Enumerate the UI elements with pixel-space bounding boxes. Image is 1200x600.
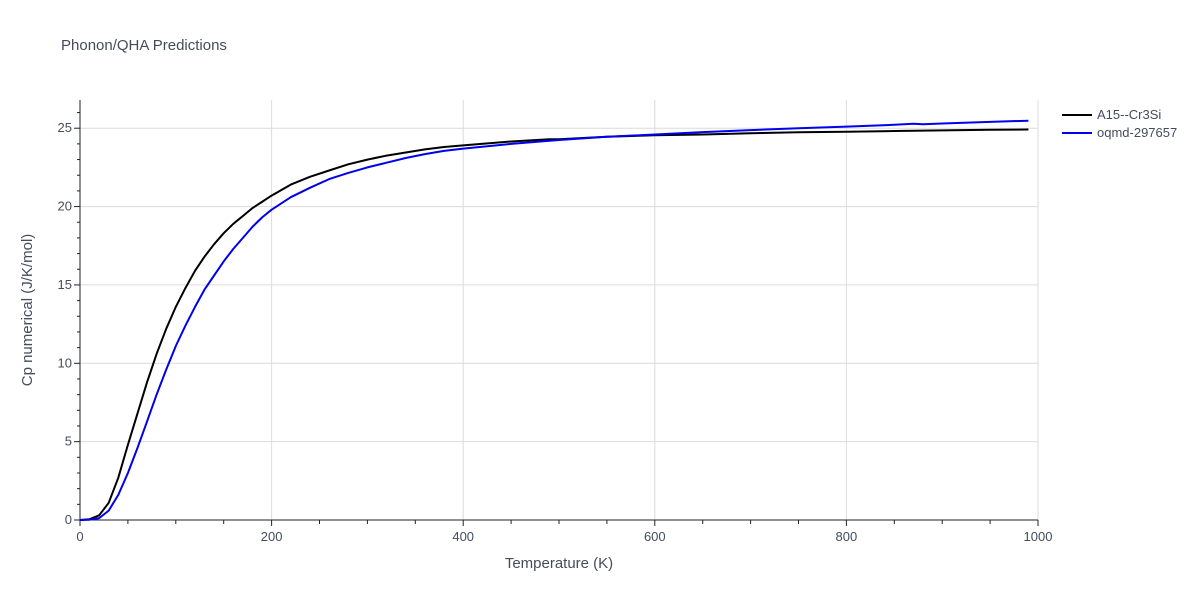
x-axis-title: Temperature (K) — [505, 555, 613, 572]
x-tick-label: 400 — [452, 529, 474, 544]
grid-lines — [80, 100, 1039, 520]
y-tick-label: 10 — [58, 355, 72, 370]
x-tick-label: 1000 — [1024, 529, 1053, 544]
axes: 0 200 400 600 800 1000 0 5 10 15 20 25 — [58, 100, 1053, 544]
x-tick-label: 200 — [261, 529, 283, 544]
legend: A15--Cr3Si oqmd-297657 — [1062, 107, 1177, 140]
series-line-2 — [79, 119, 1029, 521]
chart-title: Phonon/QHA Predictions — [61, 37, 227, 54]
x-tick-label: 0 — [76, 529, 83, 544]
y-axis-title: Cp numerical (J/K/mol) — [19, 234, 36, 387]
y-tick-label: 5 — [65, 434, 72, 449]
y-tick-label: 20 — [58, 199, 72, 214]
legend-label: oqmd-297657 — [1097, 125, 1177, 140]
plot-area — [79, 119, 1029, 521]
y-tick-label: 0 — [65, 512, 72, 527]
y-tick-label: 15 — [58, 277, 72, 292]
x-tick-label: 600 — [644, 529, 666, 544]
series-line-1 — [79, 128, 1029, 521]
y-tick-label: 25 — [58, 120, 72, 135]
x-tick-label: 800 — [836, 529, 858, 544]
legend-label: A15--Cr3Si — [1097, 107, 1161, 122]
